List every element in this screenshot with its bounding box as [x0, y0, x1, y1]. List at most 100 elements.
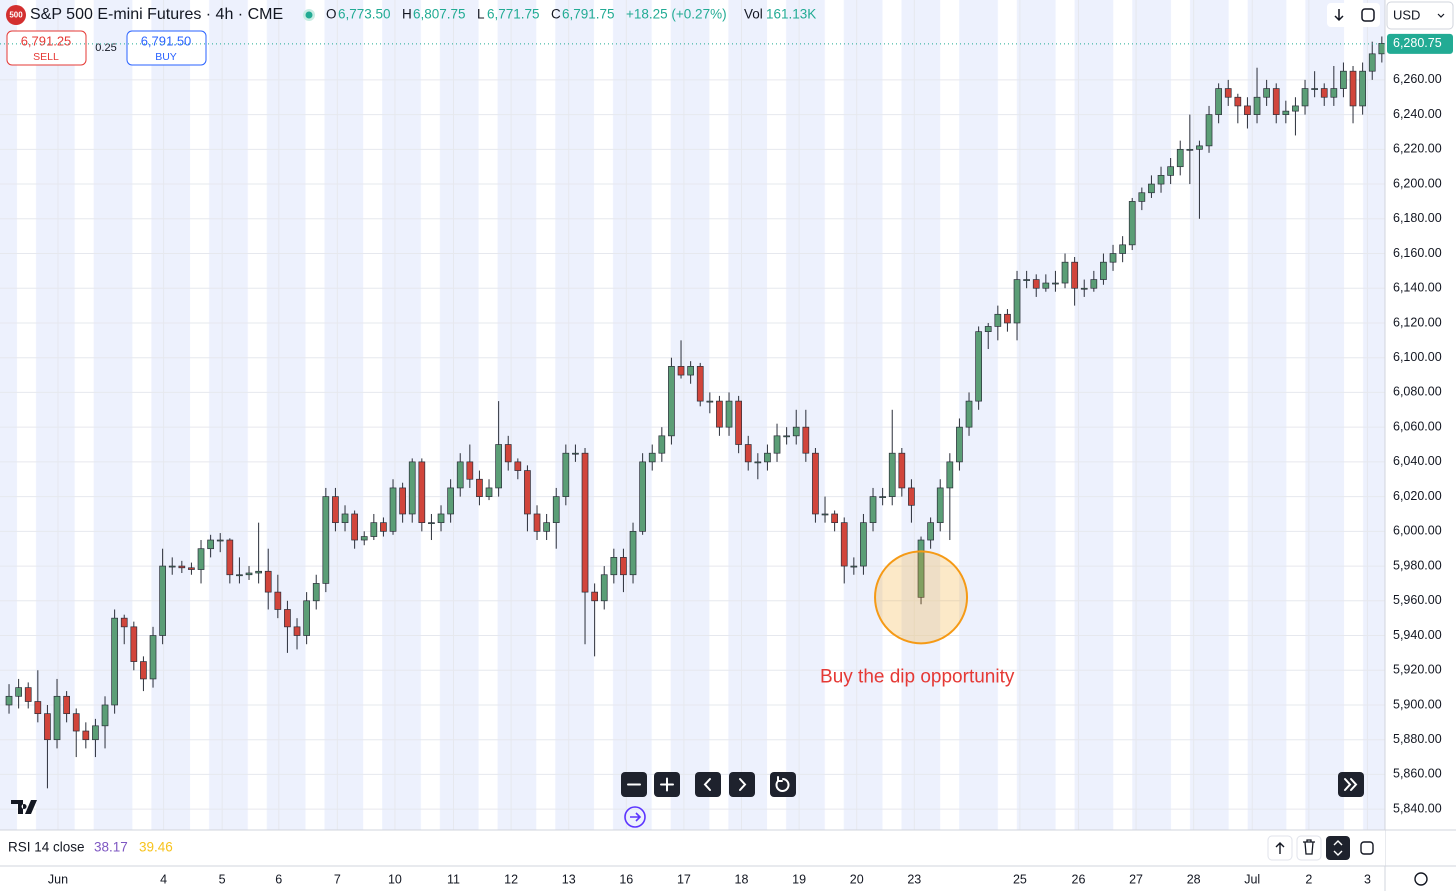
candle-body	[1205, 114, 1213, 147]
candle-body	[562, 452, 570, 497]
candle-body	[572, 452, 579, 455]
candle-body	[82, 730, 90, 741]
y-tick-label: 6,240.00	[1393, 107, 1442, 121]
candle-body	[668, 366, 675, 437]
high-value: 6,807.75	[413, 7, 466, 22]
candle-body	[245, 572, 253, 576]
candle-body	[716, 400, 723, 428]
goto-button[interactable]	[624, 806, 646, 828]
candle-body	[1013, 279, 1021, 324]
candle-body	[648, 452, 656, 463]
candle-body	[1119, 244, 1126, 254]
candle-body	[946, 461, 954, 489]
close-label: C	[551, 7, 561, 22]
buy-label: BUY	[155, 51, 177, 63]
candle-body	[111, 617, 118, 706]
sell-label: SELL	[33, 51, 59, 63]
icon	[1303, 839, 1315, 855]
candle-body	[101, 704, 109, 727]
candle-body	[1224, 88, 1232, 98]
symbol-title[interactable]: S&P 500 E-mini Futures · 4h · CME	[30, 6, 283, 23]
open-value: 6,773.50	[338, 7, 391, 22]
candle-body	[255, 570, 262, 574]
candle-body	[639, 461, 646, 532]
y-tick-label: 6,160.00	[1393, 246, 1442, 260]
candle-body	[629, 530, 637, 576]
y-tick-label: 5,960.00	[1393, 593, 1442, 607]
candle-body	[1196, 145, 1203, 150]
candle-body	[533, 513, 541, 532]
x-tick-label: Jun	[48, 872, 68, 886]
candle-body	[927, 522, 934, 541]
candle-body	[456, 461, 464, 489]
candle-body	[812, 452, 819, 515]
candle-body	[53, 695, 61, 741]
low-label: L	[477, 7, 485, 22]
candle-body	[1263, 88, 1270, 98]
pane-collapse-button[interactable]	[1326, 836, 1350, 860]
settings-button[interactable]	[1414, 872, 1428, 886]
candle-body	[72, 713, 80, 732]
candle-body	[418, 461, 426, 524]
scroll-left-button[interactable]	[695, 772, 721, 797]
reset-button[interactable]	[770, 772, 796, 797]
volume-value: 161.13K	[766, 7, 816, 22]
indicator-name: RSI 14 close	[8, 840, 85, 855]
candle-body	[725, 400, 733, 428]
high-label: H	[402, 7, 412, 22]
y-tick-label: 6,260.00	[1393, 72, 1442, 86]
volume-label: Vol	[744, 7, 763, 22]
candle-body	[831, 513, 838, 524]
x-tick-label: 23	[907, 872, 921, 886]
candle-body	[821, 513, 829, 516]
scroll-right-button[interactable]	[729, 772, 755, 797]
pane-maximize-button[interactable]	[1360, 841, 1374, 855]
candle-body	[380, 522, 387, 532]
candle-body	[312, 583, 320, 602]
candle-body	[24, 687, 32, 702]
candle-body	[293, 626, 301, 636]
x-tick-label: 19	[792, 872, 806, 886]
candle-body	[495, 444, 502, 489]
candle-body	[389, 487, 397, 532]
annotation-text: Buy the dip opportunity	[820, 666, 1015, 687]
candle-body	[1330, 88, 1338, 98]
fullscreen-button[interactable]	[1356, 3, 1380, 27]
buy-button[interactable]	[126, 30, 207, 66]
candle-body	[1042, 282, 1050, 289]
candle-body	[677, 366, 685, 376]
candle-body	[696, 366, 704, 402]
chevron	[1437, 13, 1445, 18]
sell-button[interactable]	[6, 30, 87, 66]
candle-body	[216, 539, 224, 542]
candle-body	[917, 539, 925, 598]
candle-body	[1032, 279, 1040, 289]
candle-body	[504, 444, 512, 463]
y-tick-label: 5,920.00	[1393, 663, 1442, 677]
icon	[1275, 842, 1285, 854]
candle-body	[1301, 88, 1309, 107]
candle-body	[869, 496, 877, 524]
x-tick-label: 7	[334, 872, 341, 886]
goto-icon	[630, 812, 642, 822]
candle-body	[543, 522, 550, 532]
indicator-value: 39.46	[139, 840, 173, 855]
candle-body	[226, 539, 234, 576]
x-tick-label: 25	[1013, 872, 1027, 886]
zoom-out-button[interactable]	[621, 772, 647, 797]
y-tick-label: 6,100.00	[1393, 350, 1442, 364]
candle-body	[802, 426, 810, 454]
candle-body	[1320, 88, 1328, 98]
currency-select[interactable]	[1386, 1, 1454, 30]
scroll-realtime-button[interactable]	[1338, 772, 1364, 797]
candle-body	[284, 609, 291, 628]
candle-body	[1023, 279, 1030, 281]
candle-body	[476, 478, 483, 497]
candle-body	[120, 617, 128, 628]
zoom-in-button[interactable]	[654, 772, 680, 797]
y-tick-label: 6,020.00	[1393, 489, 1442, 503]
candle-body	[1004, 313, 1011, 324]
candle-body	[188, 567, 195, 570]
candle-body	[5, 695, 13, 706]
candle-body	[178, 565, 186, 569]
